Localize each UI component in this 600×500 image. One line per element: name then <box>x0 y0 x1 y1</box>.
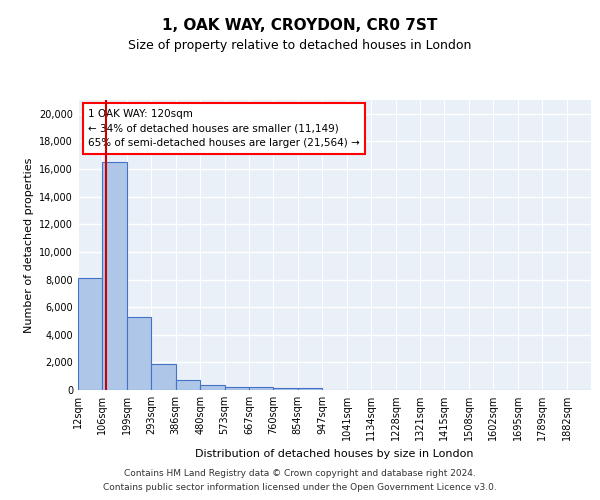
Bar <box>200 386 224 390</box>
Bar <box>176 380 200 390</box>
Text: Contains HM Land Registry data © Crown copyright and database right 2024.: Contains HM Land Registry data © Crown c… <box>124 468 476 477</box>
Bar <box>274 388 298 390</box>
Text: Size of property relative to detached houses in London: Size of property relative to detached ho… <box>128 40 472 52</box>
Text: 1 OAK WAY: 120sqm
← 34% of detached houses are smaller (11,149)
65% of semi-deta: 1 OAK WAY: 120sqm ← 34% of detached hous… <box>88 108 360 148</box>
Bar <box>151 364 176 390</box>
Bar <box>78 278 103 390</box>
Bar <box>103 162 127 390</box>
Bar <box>127 317 151 390</box>
X-axis label: Distribution of detached houses by size in London: Distribution of detached houses by size … <box>195 448 474 458</box>
Bar <box>224 387 249 390</box>
Bar <box>298 388 322 390</box>
Text: Contains public sector information licensed under the Open Government Licence v3: Contains public sector information licen… <box>103 484 497 492</box>
Text: 1, OAK WAY, CROYDON, CR0 7ST: 1, OAK WAY, CROYDON, CR0 7ST <box>163 18 437 32</box>
Bar <box>249 388 274 390</box>
Y-axis label: Number of detached properties: Number of detached properties <box>24 158 34 332</box>
